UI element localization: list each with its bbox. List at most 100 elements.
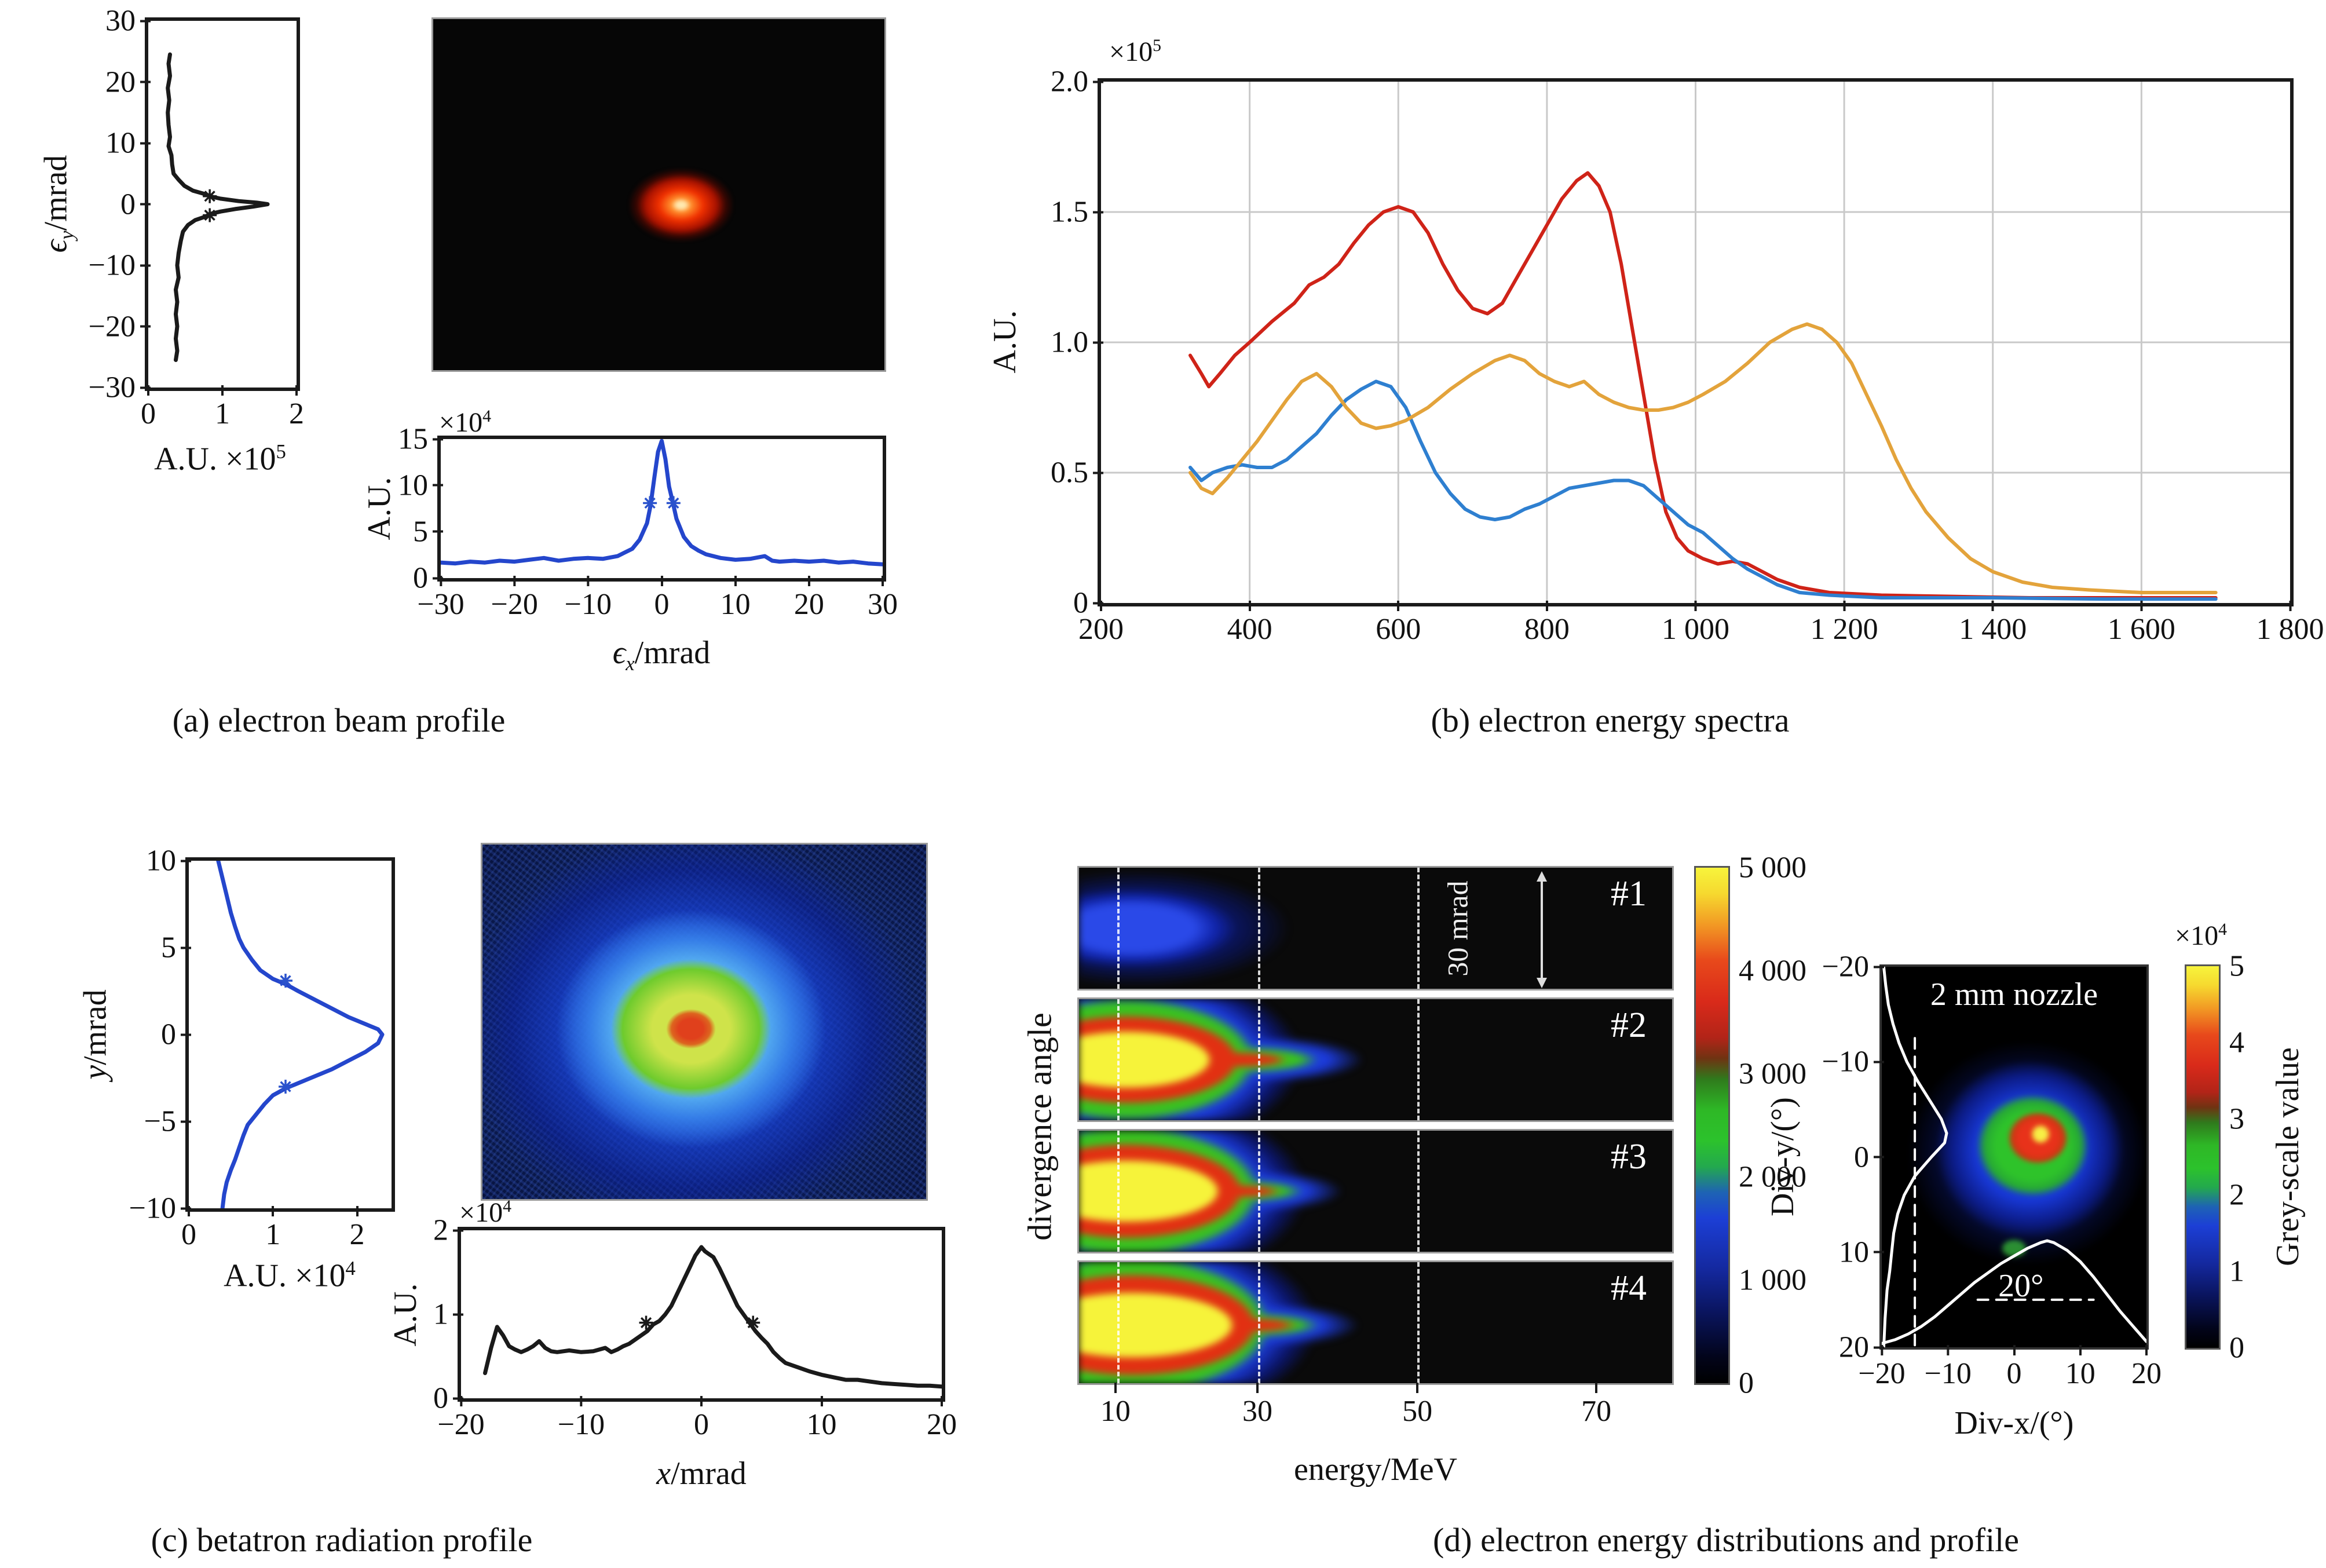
a-hprof-x-axis: −30 −20 −10 0 10 20 30 <box>417 578 898 628</box>
nozzle-colorbar-ticks: 5 4 3 2 1 0 <box>2219 950 2326 1365</box>
d-strip-3: #3 <box>1077 1129 1674 1253</box>
tick-label: 10 <box>1100 1395 1131 1428</box>
mrad-unit: /mrad <box>634 635 711 671</box>
scale-exp: 4 <box>482 407 491 426</box>
tick-label: 0 <box>694 1408 709 1441</box>
epsilon-symbol: ϵ <box>612 635 626 671</box>
b-ylabel: A.U. <box>987 310 1023 374</box>
nozzle-colorbar-label: Grey-scale value <box>2270 1047 2306 1266</box>
tick-label: 0 <box>1854 1141 1869 1174</box>
c-vprof-curve <box>189 858 392 1211</box>
energy-dashed-guide <box>1258 1131 1261 1252</box>
a-vprof-ylabel: ϵy/mrad <box>37 155 78 253</box>
au-scale-exp: 5 <box>276 440 286 463</box>
c-hprof-yscale: ×104 <box>459 1197 511 1229</box>
a-vprof-x-axis: 0 1 2 <box>141 388 304 437</box>
nozzle-xlabel: Div-x/(°) <box>1954 1405 2074 1441</box>
caption-c: (c) betatron radiation profile <box>151 1521 533 1559</box>
tick-label: 20 <box>2131 1357 2162 1390</box>
tick-label: 2.0 <box>1051 65 1088 98</box>
d-strip-3-distribution <box>1079 1131 1672 1252</box>
tick-label: 0 <box>141 397 156 430</box>
energy-dashed-guide <box>1417 868 1420 989</box>
d-strip-2-label: #2 <box>1611 1006 1647 1045</box>
d-strip-2-distribution <box>1079 999 1672 1120</box>
au-scale-text: A.U. ×10 <box>224 1258 346 1294</box>
tick-label: 10 <box>2065 1357 2095 1390</box>
tick-label: 3 <box>2229 1102 2244 1136</box>
a-vprof-xscale: A.U. ×105 <box>104 440 336 478</box>
energy-dashed-guide <box>1258 1262 1261 1383</box>
tick-label: 10 <box>1839 1236 1869 1269</box>
nozzle-title: 2 mm nozzle <box>1930 977 2098 1013</box>
b-y-axis: 2.0 1.5 1.0 0.5 0 <box>1008 65 1101 620</box>
nozzle-colorbar: 5 4 3 2 1 0 <box>2185 950 2244 1365</box>
tick-label: 20 <box>793 588 824 621</box>
d-strip-1-label: #1 <box>1611 874 1647 913</box>
d-strip-4-distribution <box>1079 1262 1672 1383</box>
tick-label: 0.5 <box>1051 456 1088 489</box>
tick-label: 0 <box>120 188 136 221</box>
tick-label: 0 <box>2229 1331 2244 1365</box>
mrad-unit: /mrad <box>77 989 114 1065</box>
scale-text: ×10 <box>459 1197 503 1228</box>
tick-label: 1 <box>215 397 230 430</box>
tick-label: −10 <box>1924 1357 1972 1390</box>
nozzle-y-axis: −20 −10 0 10 20 <box>1789 951 1882 1364</box>
c-hprof-curve <box>461 1230 944 1398</box>
d-energy-axis: 10 30 50 70 <box>1077 1385 1674 1435</box>
au-scale-text: A.U. ×10 <box>154 441 276 477</box>
d-ylabel: divergence angle <box>1021 1013 1059 1241</box>
energy-dashed-guide <box>1117 999 1120 1120</box>
nozzle-radiation-blob <box>1882 967 2146 1347</box>
scale-text: ×10 <box>439 407 483 438</box>
a-hprof-xlabel: ϵx/mrad <box>546 634 777 675</box>
tick-label: 15 <box>398 422 428 456</box>
tick-label: 5 000 <box>1739 851 1806 884</box>
tick-label: 0 <box>2006 1357 2022 1390</box>
x-symbol: x <box>656 1456 671 1492</box>
nozzle-x-axis: −20 −10 0 10 20 <box>1858 1347 2162 1397</box>
d-strip-3-label: #3 <box>1611 1137 1647 1176</box>
c-betatron-image <box>481 843 928 1201</box>
tick-label: 30 <box>105 4 136 38</box>
a-hprof-yscale: ×104 <box>439 407 491 438</box>
electron-beam-spot <box>629 169 734 242</box>
tick-label: 1 000 <box>1662 613 1729 646</box>
tick-label: 4 <box>2229 1026 2244 1059</box>
energy-dashed-guide <box>1117 1131 1120 1252</box>
energy-dashed-guide <box>1117 1262 1120 1383</box>
tick-label: 2 <box>2229 1178 2244 1212</box>
mrad-unit: /mrad <box>671 1456 747 1492</box>
tick-label: 30 <box>868 588 898 621</box>
tick-label: 1 <box>433 1297 448 1331</box>
d-strip-1: 30 mrad #1 <box>1077 866 1674 990</box>
scale-exp: 4 <box>503 1197 511 1216</box>
tick-label: 10 <box>146 844 176 878</box>
c-vprof-xscale: A.U. ×104 <box>174 1257 405 1295</box>
a-hprof-y-axis: 15 10 5 0 <box>348 423 441 595</box>
c-hprof-ylabel: A.U. <box>387 1283 423 1347</box>
panel-a-vertical-profile-plot: 30 20 10 0 −10 −20 −30 0 1 2 <box>89 5 304 431</box>
scale-exp: 5 <box>1153 36 1161 55</box>
caption-d: (d) electron energy distributions and pr… <box>1432 1521 2020 1559</box>
tick-label: 20 <box>105 65 136 98</box>
nozzle-angle-label: 20° <box>1998 1268 2044 1304</box>
c-vprof-x-axis: 0 1 2 <box>181 1208 392 1258</box>
energy-dashed-guide <box>1417 1262 1420 1383</box>
caption-b: (b) electron energy spectra <box>1431 701 1790 739</box>
au-scale-exp: 4 <box>345 1257 356 1280</box>
a-electron-beam-image <box>431 17 886 372</box>
nozzle-colorbar-scale: ×104 <box>2143 920 2259 952</box>
a-vprof-y-axis: 30 20 10 0 −10 −20 −30 <box>56 5 148 404</box>
tick-label: 70 <box>1581 1395 1612 1428</box>
d-colorbar-ticks: 5 000 4 000 3 000 2 000 1 000 0 <box>1728 851 1856 1400</box>
tick-label: −30 <box>88 371 136 404</box>
b-x-axis: 200 400 600 800 1 000 1 200 1 400 1 600 1 800 <box>1078 603 2324 653</box>
c-vprof-y-axis: 10 5 0 −5 −10 <box>96 845 189 1225</box>
tick-label: 1 200 <box>1810 613 1878 646</box>
scale-exp: 4 <box>2218 920 2227 939</box>
energy-dashed-guide <box>1417 999 1420 1120</box>
